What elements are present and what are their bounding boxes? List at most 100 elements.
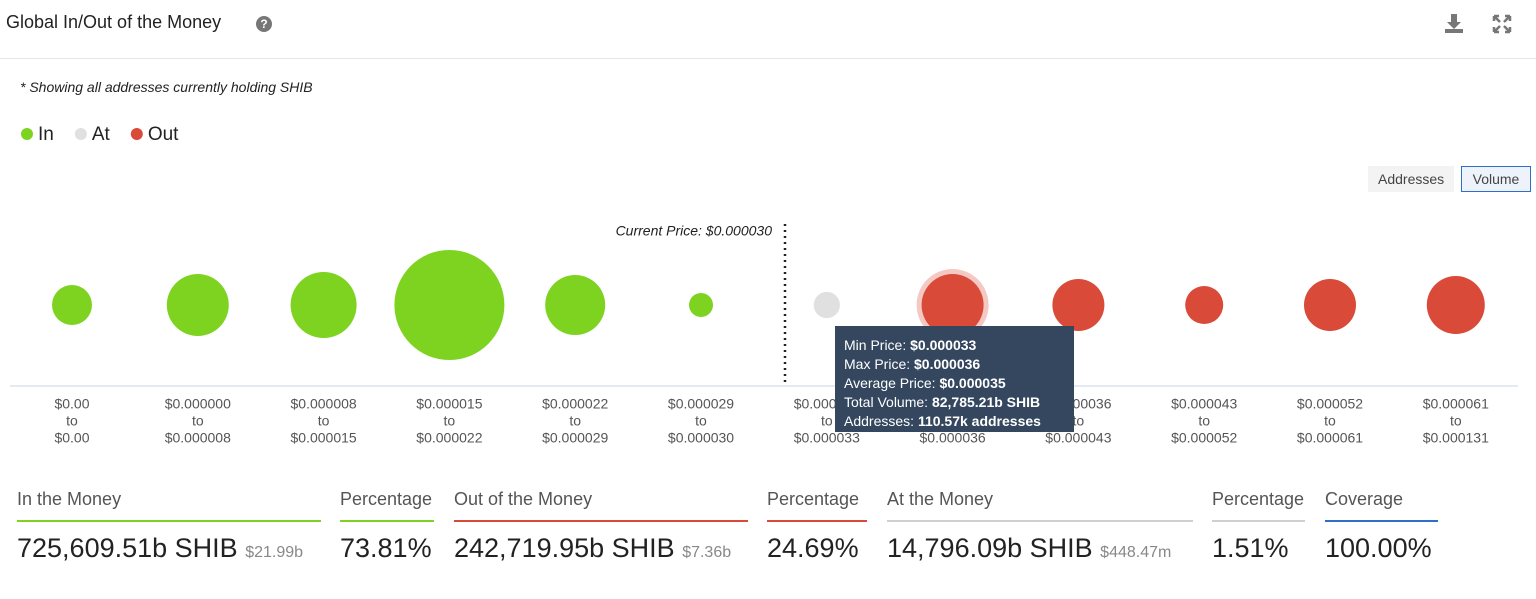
svg-text:?: ?: [260, 17, 267, 31]
x-tick-label: to: [66, 413, 78, 429]
bubble[interactable]: [290, 271, 357, 339]
stat-value: 100.00%: [1325, 533, 1432, 564]
x-tick-label: $0.000015: [416, 396, 482, 412]
tooltip-value: 110.57k addresses: [917, 413, 1041, 429]
bubble[interactable]: [921, 273, 984, 337]
x-tick-label: $0.000052: [1171, 430, 1237, 446]
bubble[interactable]: [1426, 276, 1485, 334]
tooltip-row: Min Price: $0.000033: [844, 336, 1065, 355]
x-tick-label: $0.000015: [291, 430, 357, 446]
tooltip-row: Total Volume: 82,785.21b SHIB: [844, 393, 1065, 412]
stat-underline: [767, 520, 867, 522]
tooltip-label: Total Volume:: [844, 394, 929, 410]
toggle-button[interactable]: Addresses: [1368, 166, 1455, 192]
x-tick-label: $0.00: [54, 396, 89, 412]
tooltip: Min Price: $0.000033 Max Price: $0.000036…: [835, 326, 1074, 432]
download-icon[interactable]: [1443, 12, 1465, 34]
stat-number: 73.81%: [340, 533, 432, 563]
legend-swatch: [21, 128, 33, 140]
stat-number: 100.00%: [1325, 533, 1432, 563]
tooltip-value: 82,785.21b SHIB: [931, 394, 1041, 410]
tooltip-label: Addresses:: [844, 413, 915, 429]
legend-swatch: [130, 128, 143, 140]
widget-title: Global In/Out of the Money: [6, 12, 222, 32]
toggle-button[interactable]: Volume: [1461, 166, 1531, 192]
tooltip-value: $0.000033: [910, 337, 977, 353]
x-tick-label: $0.000131: [1423, 430, 1489, 446]
stat-underline: [1325, 520, 1438, 522]
legend-label: Out: [148, 124, 179, 145]
stat-number: 725,609.51b SHIB: [17, 533, 238, 563]
bubble[interactable]: [394, 250, 505, 360]
divider: [0, 58, 1536, 59]
tooltip-value: $0.000036: [914, 356, 981, 372]
legend-swatch: [74, 128, 87, 140]
note: * Showing all addresses currently holdin…: [20, 79, 313, 95]
stat-number: 14,796.09b SHIB: [887, 533, 1093, 563]
stat-value: 24.69%: [767, 533, 859, 564]
legend-label: In: [38, 124, 54, 145]
stat-label: Percentage: [767, 489, 860, 509]
x-tick-label: $0.000029: [542, 430, 608, 446]
bubble[interactable]: [1185, 285, 1224, 325]
x-tick-label: to: [821, 413, 833, 429]
bubble[interactable]: [1304, 279, 1356, 331]
bubble[interactable]: [545, 275, 606, 335]
expand-icon[interactable]: [1492, 14, 1512, 34]
stat-usd: $21.99b: [245, 544, 304, 561]
bubble[interactable]: [52, 285, 92, 325]
x-tick-label: $0.000029: [668, 396, 734, 412]
stat-number: 24.69%: [767, 533, 859, 563]
tooltip-label: Max Price:: [844, 356, 911, 372]
bubble[interactable]: [813, 291, 840, 319]
tooltip-row: Addresses: 110.57k addresses: [844, 412, 1065, 431]
help-icon[interactable]: ?: [255, 15, 273, 33]
bubble[interactable]: [689, 293, 713, 317]
x-tick-label: to: [1450, 413, 1462, 429]
x-tick-label: $0.000061: [1297, 430, 1363, 446]
current-price-label: Current Price: $0.000030: [616, 223, 773, 239]
x-tick-label: $0.000000: [165, 396, 231, 412]
tooltip-label: Average Price:: [844, 375, 936, 391]
x-tick-label: to: [1073, 413, 1085, 429]
x-tick-label: $0.000008: [165, 430, 231, 446]
x-tick-label: to: [1198, 413, 1210, 429]
x-tick-label: $0.000052: [1297, 396, 1363, 412]
x-tick-label: $0.000033: [794, 430, 860, 446]
tooltip-row: Max Price: $0.000036: [844, 355, 1065, 374]
x-tick-label: $0.000022: [542, 396, 608, 412]
x-tick-label: to: [569, 413, 581, 429]
legend-label: At: [92, 124, 111, 145]
stat-label: Coverage: [1325, 489, 1404, 509]
x-tick-label: to: [318, 413, 330, 429]
x-tick-label: $0.000043: [1045, 430, 1111, 446]
x-tick-label: to: [192, 413, 204, 429]
stat-underline: [1212, 520, 1305, 522]
stat-number: 242,719.95b SHIB: [454, 533, 675, 563]
tooltip-value: $0.000035: [939, 375, 1006, 391]
x-tick-label: $0.000008: [291, 396, 357, 412]
bubble[interactable]: [1052, 279, 1105, 331]
stat-underline: [454, 520, 748, 522]
stat-value: 242,719.95b SHIB $7.36b: [454, 533, 731, 564]
x-tick-label: $0.000022: [416, 430, 482, 446]
x-tick-label: $0.000043: [1171, 396, 1237, 412]
stat-underline: [340, 520, 434, 522]
tooltip-row: Average Price: $0.000035: [844, 374, 1065, 393]
x-tick-label: $0.000030: [668, 430, 734, 446]
stat-value: 1.51%: [1212, 533, 1289, 564]
x-tick-label: to: [695, 413, 707, 429]
x-tick-label: to: [444, 413, 456, 429]
stat-value: 73.81%: [340, 533, 432, 564]
stat-label: Out of the Money: [454, 489, 593, 509]
x-tick-label: $0.000061: [1423, 396, 1489, 412]
stat-number: 1.51%: [1212, 533, 1289, 563]
x-tick-label: to: [1324, 413, 1336, 429]
stat-usd: $448.47m: [1100, 544, 1172, 561]
tooltip-label: Min Price:: [844, 337, 907, 353]
x-tick-label: $0.000036: [920, 430, 986, 446]
bubble[interactable]: [166, 274, 229, 336]
stat-underline: [887, 520, 1193, 522]
